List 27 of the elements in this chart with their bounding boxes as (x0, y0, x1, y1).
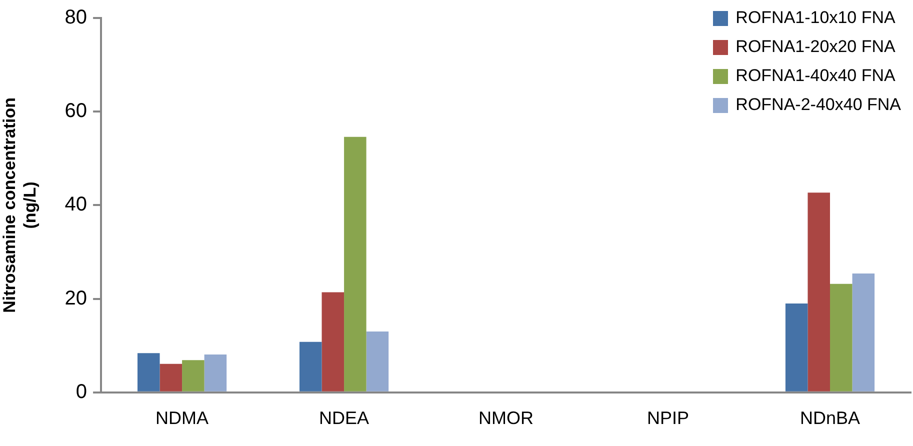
bar (344, 136, 366, 392)
bar (830, 284, 852, 392)
bar (785, 303, 808, 392)
y-tick-label: 0 (76, 380, 88, 403)
y-tick-label: 40 (64, 194, 88, 216)
bar (808, 192, 830, 392)
x-tick-label: NDEA (319, 408, 370, 428)
bar (322, 292, 344, 392)
y-tick-label: 60 (64, 100, 88, 122)
bar (366, 332, 389, 392)
legend-label: ROFNA1-10x10 FNA (736, 8, 896, 28)
x-tick-label: NMOR (478, 408, 534, 428)
bar (182, 360, 204, 392)
legend-label: ROFNA1-20x20 FNA (736, 37, 896, 57)
x-tick-label: NDMA (156, 408, 209, 428)
legend-label: ROFNA1-40x40 FNA (736, 66, 896, 86)
y-tick-label: 20 (64, 287, 88, 310)
legend-label: ROFNA-2-40x40 FNA (736, 95, 901, 115)
x-tick-label: NPIP (647, 408, 690, 428)
bar (852, 274, 875, 392)
bar (299, 342, 322, 392)
x-tick-label: NDnBA (800, 408, 860, 428)
y-axis-title: Nitrosamine concentration (ng/L) (0, 98, 40, 313)
bar (137, 353, 160, 392)
bar (204, 354, 227, 392)
bar (160, 364, 182, 392)
y-tick-label: 80 (64, 6, 88, 29)
